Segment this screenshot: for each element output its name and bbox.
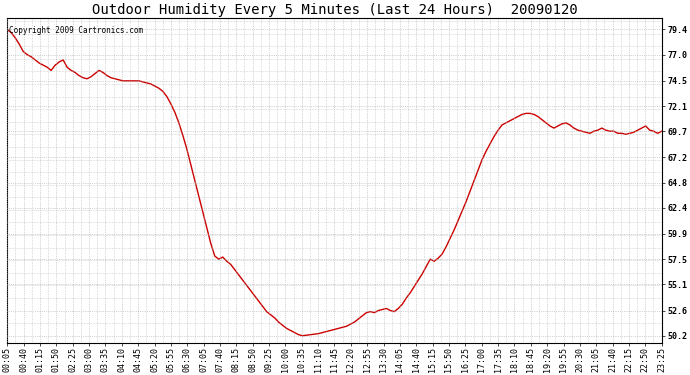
Title: Outdoor Humidity Every 5 Minutes (Last 24 Hours)  20090120: Outdoor Humidity Every 5 Minutes (Last 2… — [92, 3, 578, 17]
Text: Copyright 2009 Cartronics.com: Copyright 2009 Cartronics.com — [9, 26, 144, 35]
